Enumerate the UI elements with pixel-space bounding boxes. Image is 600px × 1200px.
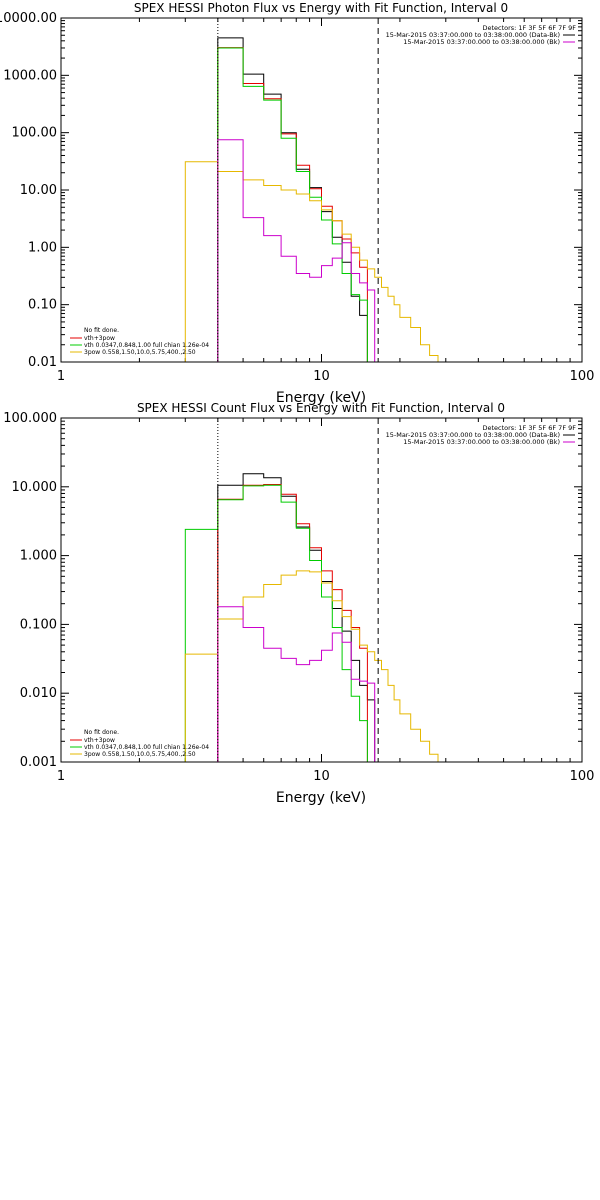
count-flux-bk-interval: 15-Mar-2015 03:37:00.000 to 03:38:00.000… — [403, 438, 560, 446]
count-flux-legend-total: vth+3pow — [84, 737, 115, 744]
photon-flux-legend-vth: vth 0.0347,0.848,1.00 full chian 1.26e-0… — [84, 342, 209, 349]
photon-flux-legend-3pow: 3pow 0.558,1.50,10.0,5.75,400.,2.50 — [84, 349, 196, 356]
count-flux-header: Detectors: 1F 3F 5F 6F 7F 9F 15-Mar-2015… — [386, 424, 577, 446]
photon-flux-legend: No fit done. vth+3pow vth 0.0347,0.848,1… — [70, 327, 209, 356]
count-flux-y-tick-label: 0.010 — [20, 686, 57, 701]
photon-flux-series-black — [217, 37, 368, 362]
photon-flux-frame — [60, 17, 583, 363]
count-flux-x-tick-label: 10 — [313, 769, 330, 784]
photon-flux-series-green — [217, 47, 375, 363]
photon-flux-y-tick-label: 100.00 — [12, 126, 58, 141]
count-flux-legend: No fit done. vth+3pow vth 0.0347,0.848,1… — [70, 729, 209, 758]
count-flux-x-tick-label: 1 — [57, 769, 65, 784]
photon-flux-detectors: Detectors: 1F 3F 5F 6F 7F 9F — [482, 24, 576, 32]
photon-flux-header: Detectors: 1F 3F 5F 6F 7F 9F 15-Mar-2015… — [386, 24, 577, 46]
count-flux-axes: 1 10 100 0.001 0.010 0.100 1.000 10.000 100.000 — [3, 411, 594, 784]
count-flux-detectors: Detectors: 1F 3F 5F 6F 7F 9F — [482, 424, 576, 432]
photon-flux-series-magenta — [217, 139, 376, 362]
photon-flux-legend-status: No fit done. — [84, 327, 119, 334]
count-flux-panel: SPEX HESSI Count Flux vs Energy with Fit… — [3, 401, 594, 806]
photon-flux-markers — [217, 18, 379, 362]
count-flux-legend-status: No fit done. — [84, 729, 119, 736]
photon-flux-y-tick-label: 10.00 — [20, 183, 57, 198]
count-flux-title: SPEX HESSI Count Flux vs Energy with Fit… — [137, 401, 505, 415]
count-flux-x-tick-label: 100 — [570, 769, 595, 784]
count-flux-series-magenta — [217, 606, 376, 762]
count-flux-y-tick-label: 0.100 — [20, 617, 57, 632]
photon-flux-x-tick-label: 1 — [57, 369, 65, 384]
photon-flux-bk-interval: 15-Mar-2015 03:37:00.000 to 03:38:00.000… — [403, 38, 560, 46]
photon-flux-x-tick-label: 100 — [570, 369, 595, 384]
photon-flux-series — [184, 37, 439, 363]
photon-flux-y-tick-label: 1.00 — [28, 240, 57, 255]
count-flux-series-red — [217, 484, 368, 762]
photon-flux-series-yellow — [184, 161, 439, 362]
photon-flux-y-tick-label: 0.10 — [28, 298, 57, 313]
count-flux-legend-vth: vth 0.0347,0.848,1.00 full chian 1.26e-0… — [84, 744, 209, 751]
count-flux-y-tick-label: 10.000 — [12, 480, 58, 495]
count-flux-series-green — [184, 484, 375, 763]
count-flux-frame — [60, 417, 583, 763]
photon-flux-data-interval: 15-Mar-2015 03:37:00.000 to 03:38:00.000… — [386, 31, 560, 39]
photon-flux-panel: SPEX HESSI Photon Flux vs Energy with Fi… — [0, 1, 594, 406]
count-flux-y-tick-label: 100.000 — [3, 411, 57, 426]
count-flux-legend-3pow: 3pow 0.558,1.50,10.0,5.75,400.,2.50 — [84, 751, 196, 758]
photon-flux-axes: 1 10 100 0.01 0.10 1.00 10.00 100.00 1000.00 1000… — [0, 11, 594, 384]
photon-flux-x-tick-label: 10 — [313, 369, 330, 384]
photon-flux-legend-total: vth+3pow — [84, 335, 115, 342]
count-flux-series — [184, 473, 446, 763]
photon-flux-series-red — [217, 47, 368, 362]
count-flux-data-interval: 15-Mar-2015 03:37:00.000 to 03:38:00.000… — [386, 431, 560, 439]
photon-flux-title: SPEX HESSI Photon Flux vs Energy with Fi… — [134, 1, 508, 15]
photon-flux-xlabel: Energy (keV) — [276, 390, 366, 406]
count-flux-series-yellow — [184, 570, 446, 763]
count-flux-y-tick-label: 1.000 — [20, 549, 57, 564]
photon-flux-y-tick-label: 1000.00 — [3, 68, 57, 83]
count-flux-y-tick-label: 0.001 — [20, 755, 57, 770]
count-flux-markers — [217, 418, 379, 762]
photon-flux-y-tick-label: 10000.00 — [0, 11, 57, 26]
count-flux-xlabel: Energy (keV) — [276, 790, 366, 806]
photon-flux-y-tick-label: 0.01 — [28, 355, 57, 370]
